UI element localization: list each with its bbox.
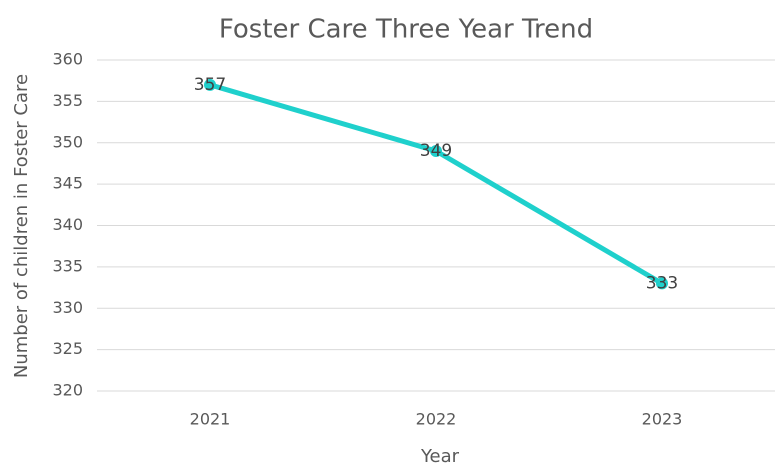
chart-title: Foster Care Three Year Trend — [219, 15, 593, 45]
x-tick-label: 2023 — [642, 410, 683, 429]
y-tick-label: 340 — [52, 215, 83, 234]
y-axis-title: Number of children in Foster Care — [11, 74, 32, 378]
x-tick-label: 2022 — [416, 410, 457, 429]
y-tick-label: 355 — [52, 91, 83, 110]
y-tick-label: 335 — [52, 256, 83, 275]
data-label: 357 — [194, 75, 226, 95]
y-tick-label: 345 — [52, 174, 83, 193]
y-tick-label: 330 — [52, 298, 83, 317]
data-label: 333 — [646, 273, 678, 293]
point — [204, 78, 216, 91]
point — [430, 145, 442, 158]
y-tick-label: 360 — [52, 50, 83, 69]
x-axis-title: Year — [420, 446, 460, 465]
y-tick-label: 325 — [52, 339, 83, 358]
y-tick-label: 350 — [52, 132, 83, 151]
data-label: 349 — [420, 141, 452, 161]
x-tick-label: 2021 — [190, 410, 231, 429]
point — [656, 277, 668, 290]
y-tick-label: 320 — [52, 381, 83, 400]
